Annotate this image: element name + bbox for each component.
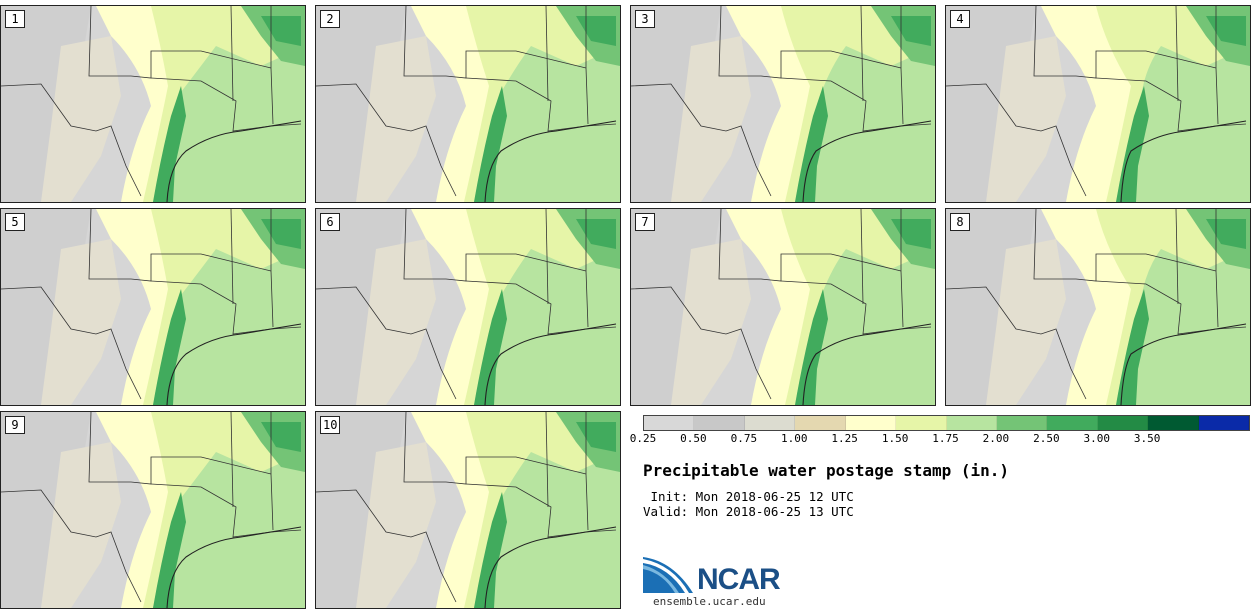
colorbar-tick-label: 0.75 — [730, 432, 758, 445]
precip-field-map — [631, 6, 935, 202]
colorbar-swatch — [845, 416, 897, 430]
colorbar — [643, 415, 1250, 431]
map-panel: 2 — [315, 5, 621, 203]
colorbar-tick-label: 3.00 — [1083, 432, 1111, 445]
colorbar-ticks: 0.25 0.50 0.75 1.00 1.25 1.50 1.75 2.00 2.50 3.00… — [620, 432, 1240, 446]
colorbar-swatch — [996, 416, 1048, 430]
panel-number: 2 — [320, 10, 340, 28]
panel-number: 6 — [320, 213, 340, 231]
panel-number: 7 — [635, 213, 655, 231]
map-panel: 7 — [630, 208, 936, 406]
colorbar-tick-label: 2.50 — [1033, 432, 1060, 445]
colorbar-swatch — [795, 416, 846, 430]
colorbar-swatch — [644, 416, 695, 430]
map-panel: 1 — [0, 5, 306, 203]
colorbar-tick-label: 1.00 — [781, 432, 808, 445]
colorbar-tick-label: 1.25 — [831, 432, 858, 445]
precip-field-map — [316, 209, 620, 405]
precip-field-map — [316, 412, 620, 608]
colorbar-tick-label: 1.75 — [932, 432, 959, 445]
map-panel: 9 — [0, 411, 306, 609]
colorbar-tick-label: 2.00 — [982, 432, 1010, 445]
map-panel: 6 — [315, 208, 621, 406]
colorbar-tick-label: 0.25 — [629, 432, 657, 445]
precip-field-map — [1, 6, 305, 202]
panel-number: 3 — [635, 10, 655, 28]
ncar-logo-icon — [643, 557, 693, 593]
map-panel: 3 — [630, 5, 936, 203]
precip-field-map — [1, 209, 305, 405]
colorbar-tick-label: 1.50 — [881, 432, 909, 445]
panel-number: 5 — [5, 213, 25, 231]
map-panel: 10 — [315, 411, 621, 609]
precip-field-map — [1, 412, 305, 608]
precip-field-map — [316, 6, 620, 202]
panel-number: 1 — [5, 10, 25, 28]
map-panel: 5 — [0, 208, 306, 406]
colorbar-swatch — [1148, 416, 1199, 430]
init-time: Init: Mon 2018-06-25 12 UTC — [643, 489, 854, 504]
valid-time: Valid: Mon 2018-06-25 13 UTC — [643, 504, 854, 519]
colorbar-swatch — [946, 416, 997, 430]
panel-number: 8 — [950, 213, 970, 231]
colorbar-tick-label: 3.50 — [1133, 432, 1161, 445]
precip-field-map — [946, 209, 1250, 405]
website-url[interactable]: ensemble.ucar.edu — [653, 595, 766, 608]
precip-field-map — [631, 209, 935, 405]
map-panel: 8 — [945, 208, 1251, 406]
panel-number: 9 — [5, 416, 25, 434]
ncar-logo-text: NCAR — [697, 563, 781, 596]
colorbar-swatch — [694, 416, 745, 430]
colorbar-tick-label: 0.50 — [680, 432, 707, 445]
map-panel: 4 — [945, 5, 1251, 203]
colorbar-swatch — [744, 416, 796, 430]
colorbar-swatch — [1047, 416, 1098, 430]
precip-field-map — [946, 6, 1250, 202]
page-title: Precipitable water postage stamp (in.) — [643, 461, 1010, 480]
colorbar-swatch — [896, 416, 947, 430]
colorbar-swatch — [1097, 416, 1149, 430]
panel-number: 4 — [950, 10, 970, 28]
panel-number: 10 — [320, 416, 341, 434]
colorbar-swatch — [1198, 416, 1250, 430]
